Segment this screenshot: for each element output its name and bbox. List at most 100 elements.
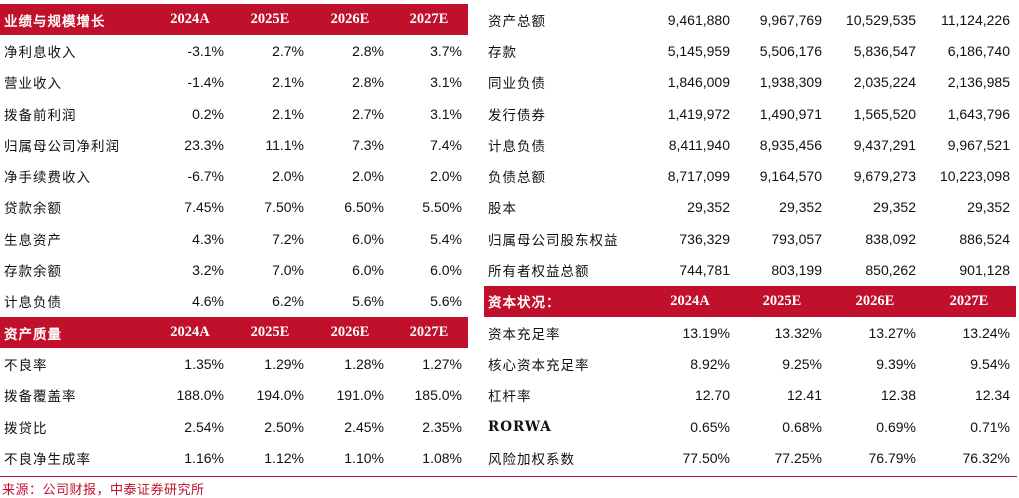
- cell-value: 77.25%: [774, 449, 822, 466]
- cell-value: 13.32%: [774, 324, 822, 341]
- row-label: 净利息收入: [4, 44, 77, 61]
- cell-value: 13.27%: [868, 324, 916, 341]
- row-label: 贷款余额: [4, 201, 62, 218]
- cell-value: 850,262: [865, 262, 916, 279]
- table-row: 生息资产 4.3% 7.2% 6.0% 5.4%: [0, 223, 468, 254]
- cell-value: 2.7%: [272, 42, 304, 59]
- row-label: 风险加权系数: [488, 451, 575, 468]
- table-row: 归属母公司股东权益 736,329 793,057 838,092 886,524: [484, 223, 1016, 254]
- row-label: 存款余额: [4, 264, 62, 281]
- row-label: 资本充足率: [488, 326, 561, 343]
- row-label: RORWA: [488, 418, 552, 435]
- year-header: 2025E: [736, 285, 828, 317]
- row-label: 净手续费收入: [4, 170, 91, 187]
- section-title: 资本状况：: [484, 285, 644, 317]
- table-row: 存款 5,145,959 5,506,176 5,836,547 6,186,740: [484, 35, 1016, 66]
- cell-value: 744,781: [679, 262, 730, 279]
- cell-value: 7.2%: [272, 230, 304, 247]
- cell-value: 0.68%: [782, 418, 822, 435]
- cell-value: 3.1%: [430, 74, 462, 91]
- row-label: 归属母公司净利润: [4, 138, 120, 155]
- cell-value: 1,846,009: [667, 74, 730, 91]
- table-row: 净利息收入 -3.1% 2.7% 2.8% 3.7%: [0, 35, 468, 66]
- cell-value: 29,352: [873, 199, 916, 216]
- cell-value: 1.27%: [422, 355, 462, 372]
- cell-value: 6.50%: [344, 199, 384, 216]
- row-label: 拨贷比: [4, 420, 48, 437]
- row-label: 负债总额: [488, 170, 546, 187]
- cell-value: 8,935,456: [759, 136, 822, 153]
- cell-value: 191.0%: [336, 387, 384, 404]
- table-row: 存款余额 3.2% 7.0% 6.0% 6.0%: [0, 254, 468, 285]
- cell-value: 736,329: [679, 230, 730, 247]
- cell-value: 901,128: [959, 262, 1010, 279]
- cell-value: 5.6%: [352, 293, 384, 310]
- cell-value: 2.35%: [422, 418, 462, 435]
- cell-value: 1,643,796: [947, 105, 1010, 122]
- cell-value: 7.4%: [430, 136, 462, 153]
- row-label: 生息资产: [4, 232, 62, 249]
- table-row: 拨备前利润 0.2% 2.1% 2.7% 3.1%: [0, 98, 468, 129]
- growth-and-asset-quality-panel: 业绩与规模增长 2024A 2025E 2026E 2027E 净利息收入 -3.1% 2.7…: [0, 4, 468, 473]
- row-label: 股本: [488, 201, 517, 218]
- cell-value: 803,199: [771, 262, 822, 279]
- cell-value: 2.8%: [352, 74, 384, 91]
- cell-value: 1.16%: [184, 449, 224, 466]
- cell-value: 185.0%: [414, 387, 462, 404]
- table-row: 负债总额 8,717,099 9,164,570 9,679,273 10,223,09…: [484, 160, 1016, 191]
- growth-table: 业绩与规模增长 2024A 2025E 2026E 2027E 净利息收入 -3.1% 2.7…: [0, 4, 468, 473]
- cell-value: 0.69%: [876, 418, 916, 435]
- cell-value: 0.65%: [690, 418, 730, 435]
- cell-value: 7.50%: [264, 199, 304, 216]
- cell-value: 3.7%: [430, 42, 462, 59]
- table-row: 计息负债 4.6% 6.2% 5.6% 5.6%: [0, 286, 468, 317]
- cell-value: 2.54%: [184, 418, 224, 435]
- cell-value: 1.29%: [264, 355, 304, 372]
- year-header: 2026E: [828, 285, 922, 317]
- cell-value: 2.0%: [272, 168, 304, 185]
- table-row: 核心资本充足率 8.92% 9.25% 9.39% 9.54%: [484, 348, 1016, 379]
- cell-value: 5,836,547: [853, 42, 916, 59]
- table-row: 资产总额 9,461,880 9,967,769 10,529,535 11,124,2…: [484, 4, 1016, 35]
- cell-value: 9,164,570: [759, 168, 822, 185]
- row-label: 存款: [488, 44, 517, 61]
- cell-value: 886,524: [959, 230, 1010, 247]
- row-label: 资产总额: [488, 13, 546, 30]
- cell-value: 7.0%: [272, 262, 304, 279]
- table-row: 资本充足率 13.19% 13.32% 13.27% 13.24%: [484, 317, 1016, 348]
- cell-value: 2.0%: [430, 168, 462, 185]
- table-row: 营业收入 -1.4% 2.1% 2.8% 3.1%: [0, 67, 468, 98]
- year-header: 2027E: [922, 285, 1016, 317]
- table-row: 不良率 1.35% 1.29% 1.28% 1.27%: [0, 348, 468, 379]
- year-header: 2024A: [150, 4, 230, 36]
- cell-value: 9,461,880: [667, 11, 730, 28]
- cell-value: 2.8%: [352, 42, 384, 59]
- cell-value: 8.92%: [690, 355, 730, 372]
- cell-value: 2.7%: [352, 105, 384, 122]
- cell-value: -3.1%: [187, 42, 224, 59]
- year-header: 2025E: [230, 316, 310, 349]
- section-header-row: 资产质量 2024A 2025E 2026E 2027E: [0, 316, 468, 349]
- row-label: 拨备覆盖率: [4, 389, 77, 406]
- table-row: 归属母公司净利润 23.3% 11.1% 7.3% 7.4%: [0, 129, 468, 160]
- row-label: 归属母公司股东权益: [488, 232, 619, 249]
- cell-value: 5.4%: [430, 230, 462, 247]
- cell-value: 3.2%: [192, 262, 224, 279]
- row-label: 拨备前利润: [4, 107, 77, 124]
- cell-value: 7.3%: [352, 136, 384, 153]
- cell-value: 11,124,226: [940, 11, 1010, 28]
- cell-value: 23.3%: [184, 136, 224, 153]
- row-label: 不良净生成率: [4, 451, 91, 468]
- cell-value: 11.1%: [265, 136, 304, 153]
- cell-value: 13.24%: [962, 324, 1010, 341]
- cell-value: 10,529,535: [845, 11, 916, 28]
- section-header-row: 资本状况： 2024A 2025E 2026E 2027E: [484, 285, 1016, 317]
- cell-value: 1.12%: [264, 449, 304, 466]
- row-label: 杠杆率: [488, 389, 532, 406]
- cell-value: 6.2%: [272, 293, 304, 310]
- year-header: 2024A: [150, 316, 230, 349]
- cell-value: 2.45%: [344, 418, 384, 435]
- table-row: 拨备覆盖率 188.0% 194.0% 191.0% 185.0%: [0, 380, 468, 411]
- cell-value: 6,186,740: [947, 42, 1010, 59]
- cell-value: 194.0%: [256, 387, 304, 404]
